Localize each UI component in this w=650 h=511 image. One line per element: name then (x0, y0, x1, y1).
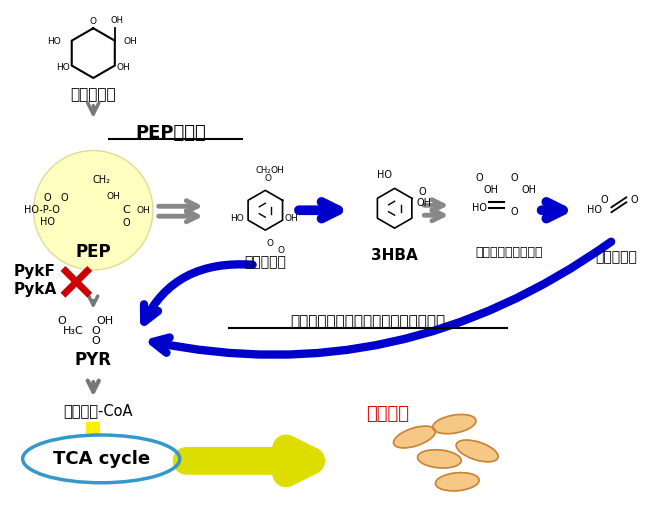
Text: OH: OH (284, 214, 298, 223)
Text: CH₂: CH₂ (255, 166, 271, 175)
Text: OH: OH (124, 37, 137, 45)
Text: O: O (91, 326, 99, 336)
Text: OH: OH (136, 206, 150, 215)
Text: TCA cycle: TCA cycle (53, 450, 150, 468)
Text: OH: OH (521, 185, 536, 195)
Text: O: O (122, 218, 130, 228)
Text: C: C (122, 205, 130, 215)
Text: ピルビン酸を細脹増殖へとリサイクル: ピルビン酸を細脹増殖へとリサイクル (290, 314, 445, 329)
Circle shape (34, 151, 153, 270)
Text: O: O (510, 173, 518, 183)
Text: HO-P-O: HO-P-O (23, 205, 60, 215)
Text: PykA: PykA (14, 282, 57, 297)
Text: OH: OH (111, 16, 124, 25)
Text: O   O: O O (44, 193, 69, 203)
Text: O: O (90, 17, 97, 26)
Text: PEP: PEP (75, 243, 111, 261)
Ellipse shape (436, 473, 479, 491)
Text: O: O (601, 195, 608, 205)
Text: O: O (475, 173, 483, 183)
Ellipse shape (23, 435, 180, 483)
Text: コリスミ酸: コリスミ酸 (244, 255, 286, 269)
Text: HO: HO (377, 171, 392, 180)
Text: グルコース: グルコース (70, 87, 116, 102)
Text: HO: HO (587, 205, 602, 215)
Text: マレイン酸: マレイン酸 (595, 250, 638, 264)
Text: OH: OH (107, 192, 120, 201)
Text: HO: HO (472, 203, 487, 213)
Text: マレイルピルビン酸: マレイルピルビン酸 (475, 245, 543, 259)
Text: H₃C: H₃C (63, 326, 84, 336)
Text: O: O (265, 174, 272, 183)
Text: HO: HO (47, 37, 61, 45)
Text: PEPの蓄積: PEPの蓄積 (135, 124, 206, 142)
Text: PykF: PykF (14, 264, 56, 280)
Text: アセチル-CoA: アセチル-CoA (64, 404, 133, 419)
Text: O: O (630, 195, 638, 205)
Text: OH: OH (484, 185, 499, 195)
Text: O: O (57, 316, 66, 326)
Text: OH: OH (270, 166, 284, 175)
Text: OH: OH (116, 62, 130, 72)
Text: HO: HO (231, 214, 244, 223)
Text: O: O (419, 188, 426, 197)
Text: CH₂: CH₂ (92, 175, 111, 185)
Text: O: O (278, 245, 285, 254)
Text: OH: OH (97, 316, 114, 326)
Ellipse shape (433, 414, 476, 434)
Text: O: O (91, 336, 99, 345)
Text: O: O (510, 207, 518, 217)
Text: HO: HO (57, 62, 70, 72)
Text: PYR: PYR (75, 352, 112, 369)
Ellipse shape (417, 450, 462, 468)
Text: 3HBA: 3HBA (371, 248, 418, 264)
Text: O: O (266, 239, 274, 247)
Ellipse shape (456, 440, 498, 462)
Text: 細脹増殖: 細脹増殖 (366, 405, 409, 423)
Text: HO: HO (40, 217, 55, 227)
Ellipse shape (393, 426, 436, 448)
Text: OH: OH (417, 198, 432, 208)
